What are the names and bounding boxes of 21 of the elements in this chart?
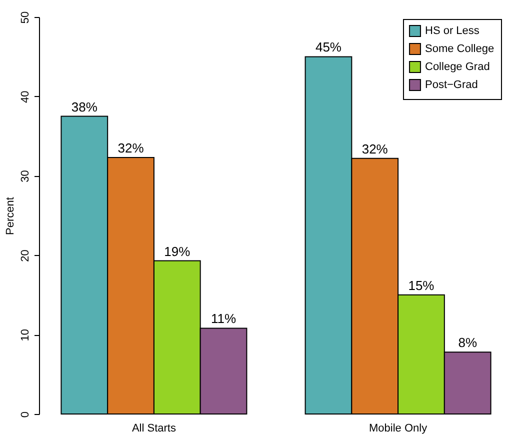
data-label: 8%	[458, 335, 478, 350]
data-label: 32%	[362, 141, 388, 156]
y-axis-title: Percent	[4, 197, 16, 235]
y-tick-label: 20	[20, 250, 32, 262]
data-label: 15%	[408, 278, 435, 293]
legend-label: Post−Grad	[425, 79, 478, 91]
data-label: 11%	[210, 311, 236, 326]
data-label: 19%	[164, 244, 191, 259]
legend-label: College Grad	[425, 61, 490, 73]
y-tick-label: 40	[20, 90, 32, 104]
x-tick-label: Mobile Only	[369, 422, 428, 434]
legend-label: Some College	[425, 43, 494, 55]
x-tick-label: All Starts	[132, 422, 176, 434]
data-label: 38%	[71, 99, 98, 114]
legend-label: HS or Less	[425, 25, 480, 37]
data-label: 45%	[315, 40, 342, 55]
y-tick-label: 50	[20, 11, 32, 24]
y-tick-label: 30	[20, 170, 32, 182]
y-tick-label: 10	[20, 328, 32, 342]
y-tick-label: 0	[20, 411, 32, 418]
data-label: 32%	[118, 140, 144, 156]
